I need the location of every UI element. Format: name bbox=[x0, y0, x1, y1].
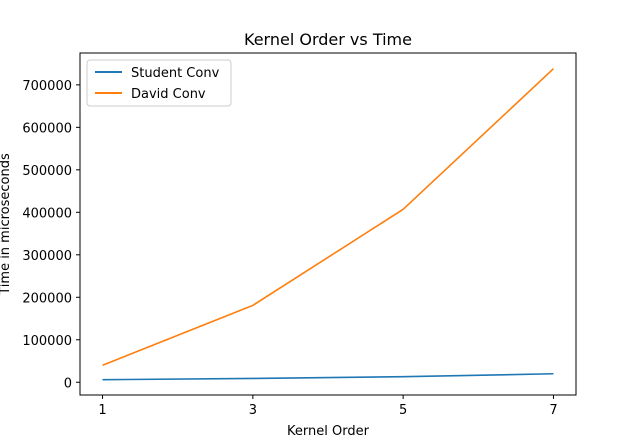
x-tick-label: 5 bbox=[399, 403, 407, 418]
x-tick-label: 1 bbox=[98, 403, 106, 418]
series-line-student-conv bbox=[102, 372, 554, 381]
legend-label-student-conv: Student Conv bbox=[131, 66, 220, 81]
x-axis: 1 3 5 7 bbox=[98, 395, 558, 418]
y-tick-label: 100000 bbox=[22, 334, 72, 349]
y-tick-label: 200000 bbox=[22, 291, 72, 306]
y-tick-label: 500000 bbox=[22, 164, 72, 179]
x-axis-label: Kernel Order bbox=[287, 424, 370, 439]
y-axis-label: Time in microseconds bbox=[0, 153, 13, 296]
y-tick-label: 700000 bbox=[22, 79, 72, 94]
x-tick-label: 3 bbox=[249, 403, 257, 418]
chart-title: Kernel Order vs Time bbox=[244, 30, 412, 49]
plot-area bbox=[79, 52, 577, 396]
y-tick-label: 600000 bbox=[22, 121, 72, 136]
series-lines bbox=[102, 68, 554, 381]
y-tick-label: 300000 bbox=[22, 249, 72, 264]
legend: Student Conv David Conv bbox=[86, 59, 232, 107]
y-tick-label: 0 bbox=[64, 376, 72, 391]
y-axis: 0 100000 200000 300000 400000 500000 600000 700… bbox=[22, 79, 80, 391]
x-tick-label: 7 bbox=[549, 403, 557, 418]
axes-frame bbox=[79, 52, 577, 396]
legend-label-david-conv: David Conv bbox=[131, 87, 206, 102]
series-line-david-conv bbox=[102, 68, 554, 367]
legend-box bbox=[86, 59, 232, 107]
y-tick-label: 400000 bbox=[22, 206, 72, 221]
